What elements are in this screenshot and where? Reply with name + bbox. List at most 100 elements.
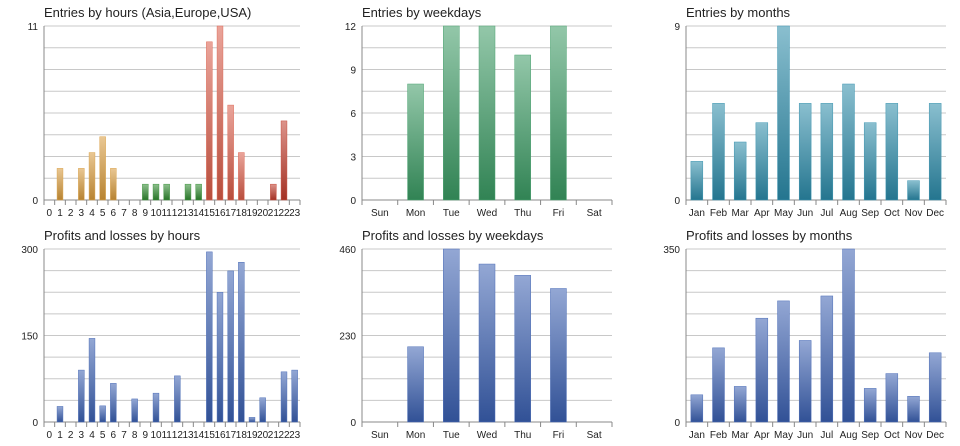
bar <box>733 141 747 201</box>
x-tick-label: Thu <box>514 430 531 441</box>
chart-profits-losses-by-hours: Profits and losses by hours 0 150 300 0 1 2 3 4 5… <box>0 223 320 446</box>
x-tick-label: 10 <box>150 430 162 441</box>
y-tick-label: 230 <box>339 332 356 343</box>
x-tick-label: 17 <box>225 430 237 441</box>
bar <box>280 120 288 201</box>
bar <box>820 295 834 423</box>
x-tick-label: 1 <box>57 208 63 219</box>
y-tick-label: 0 <box>350 196 356 207</box>
x-tick-label: Feb <box>710 430 728 441</box>
bar <box>227 104 234 201</box>
chart-svg: Profits and losses by weekdays 0 230 460 Sun… <box>339 228 613 441</box>
x-tick-label: Apr <box>754 208 770 219</box>
x-tick-label: 18 <box>236 208 248 219</box>
bar <box>227 270 234 423</box>
bar <box>291 369 298 423</box>
bar <box>842 248 855 423</box>
x-tick-label: Fri <box>553 430 565 441</box>
bar <box>550 25 567 201</box>
x-tick-label: 20 <box>257 208 269 219</box>
y-tick-label: 9 <box>350 66 356 77</box>
bar <box>514 54 531 201</box>
bar <box>820 103 834 201</box>
bar <box>270 183 277 201</box>
x-tick-label: 16 <box>214 430 226 441</box>
x-tick-label: 11 <box>161 430 172 441</box>
x-tick-label: 8 <box>132 208 138 219</box>
bar <box>110 168 117 201</box>
x-tick-label: Dec <box>926 430 944 441</box>
chart-title: Profits and losses by weekdays <box>362 228 544 243</box>
bar <box>863 122 877 201</box>
y-tick-label: 300 <box>21 245 38 256</box>
bar <box>550 288 567 423</box>
x-tick-label: Sep <box>861 208 879 219</box>
chart-title: Entries by hours (Asia,Europe,USA) <box>44 5 251 20</box>
bar <box>907 180 920 201</box>
bar <box>152 183 160 201</box>
bar <box>56 168 64 201</box>
x-tick-label: Jul <box>820 208 833 219</box>
bar <box>131 398 138 423</box>
bar <box>99 136 106 201</box>
x-tick-label: 3 <box>79 208 85 219</box>
y-tick-label: 0 <box>350 418 356 429</box>
bar <box>863 388 877 423</box>
bar <box>885 103 899 201</box>
bar <box>99 405 106 423</box>
bar <box>88 152 96 201</box>
bar <box>443 25 460 201</box>
y-tick-label: 9 <box>674 22 680 33</box>
bar <box>78 369 85 423</box>
x-tick-label: Dec <box>926 208 944 219</box>
x-tick-label: 8 <box>132 430 138 441</box>
bar <box>56 406 64 423</box>
bar <box>216 292 224 423</box>
bar <box>206 41 213 201</box>
x-tick-label: Thu <box>514 208 531 219</box>
x-tick-label: Jun <box>797 208 813 219</box>
bar <box>110 383 117 423</box>
x-tick-label: 19 <box>246 430 258 441</box>
y-tick-label: 6 <box>350 109 356 120</box>
chart-title: Entries by weekdays <box>362 5 482 20</box>
y-tick-label: 0 <box>32 196 38 207</box>
bar <box>928 352 942 423</box>
x-tick-label: Nov <box>905 208 923 219</box>
x-tick-label: 7 <box>121 430 127 441</box>
chart-title: Profits and losses by months <box>686 228 853 243</box>
bar <box>712 103 725 201</box>
bar <box>478 25 496 201</box>
bar <box>407 346 424 423</box>
x-tick-label: 12 <box>172 208 184 219</box>
x-tick-label: May <box>774 208 793 219</box>
bar <box>478 263 496 423</box>
bar <box>216 25 224 201</box>
x-tick-label: 12 <box>172 430 184 441</box>
x-tick-label: Feb <box>710 208 728 219</box>
chart-svg: Entries by weekdays 0 3 6 9 12 Sun Mon Tue Wed Thu… <box>345 5 613 219</box>
x-tick-label: Aug <box>840 208 858 219</box>
x-tick-label: Sep <box>861 430 879 441</box>
bar <box>777 25 790 201</box>
x-tick-label: Fri <box>553 208 565 219</box>
x-tick-label: Wed <box>477 430 497 441</box>
x-tick-label: Sun <box>371 208 389 219</box>
bar <box>238 152 245 201</box>
y-tick-label: 11 <box>28 22 39 33</box>
bar <box>195 183 202 201</box>
x-tick-label: 20 <box>257 430 269 441</box>
x-tick-label: Sun <box>371 430 389 441</box>
x-tick-label: 21 <box>268 208 280 219</box>
x-tick-label: May <box>774 430 793 441</box>
x-tick-label: 23 <box>289 430 301 441</box>
x-tick-label: 22 <box>278 208 290 219</box>
bar <box>238 262 245 423</box>
bar <box>755 317 769 423</box>
bar <box>443 248 460 423</box>
y-tick-label: 350 <box>663 245 680 256</box>
bar <box>206 251 213 423</box>
bar <box>885 373 899 423</box>
x-tick-label: Tue <box>443 430 460 441</box>
